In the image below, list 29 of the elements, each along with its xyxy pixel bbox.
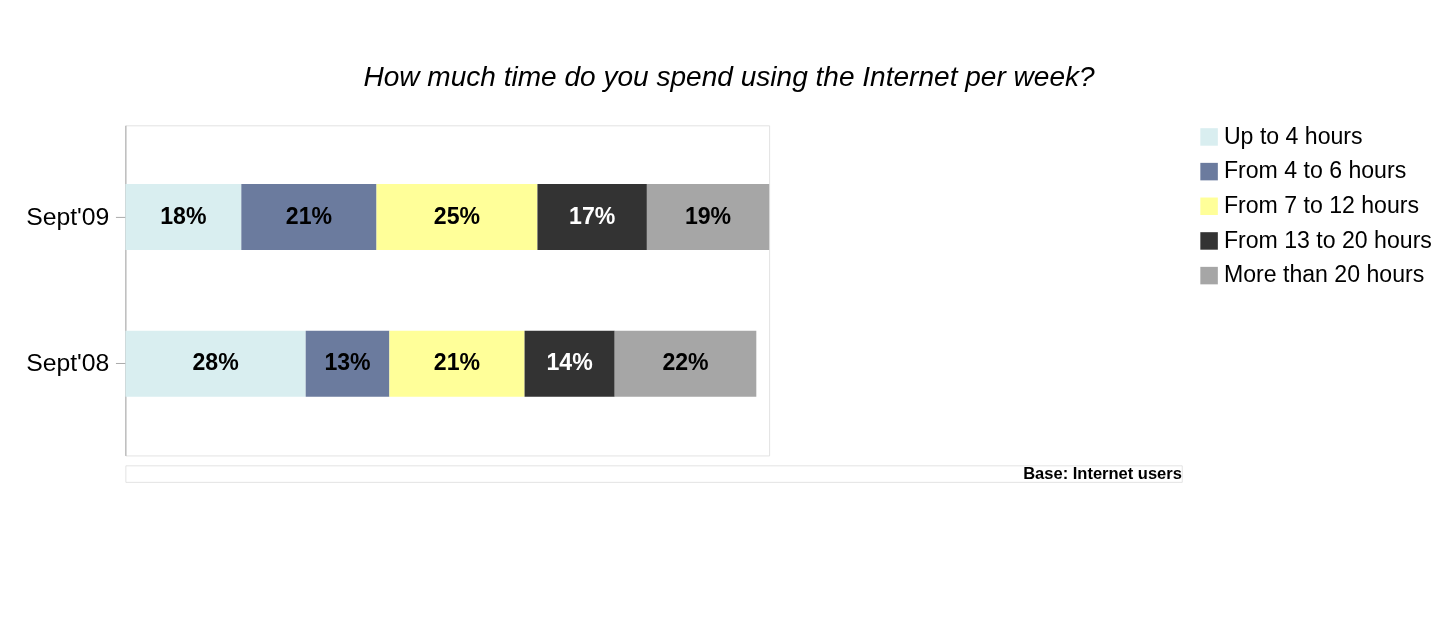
data-label: 25%	[433, 202, 481, 229]
bar	[389, 330, 525, 397]
data-label: 21%	[285, 202, 333, 229]
text: Base: Internet users	[1023, 463, 1182, 482]
bar	[241, 184, 377, 251]
legend-label: From 4 to 6 hours	[1223, 157, 1407, 184]
y-tick-label: Sept'08	[26, 349, 110, 377]
legend-label: From 13 to 20 hours	[1223, 226, 1432, 253]
data-label: 18%	[160, 202, 207, 229]
data-label: 14%	[546, 349, 593, 376]
data-label: 13%	[324, 349, 371, 376]
data-label: 17%	[569, 202, 616, 229]
bar	[537, 184, 647, 251]
bar	[524, 330, 615, 397]
bar	[646, 184, 770, 251]
legend-label: Up to 4 hours	[1223, 122, 1363, 149]
legend-label: From 7 to 12 hours	[1223, 191, 1420, 218]
data-label: 22%	[662, 349, 709, 376]
legend-label: More than 20 hours	[1223, 261, 1425, 288]
data-label: 28%	[192, 349, 239, 376]
bar	[614, 330, 757, 397]
bar	[305, 330, 390, 397]
chart-title: How much time do you spend using the Internet per week?	[363, 61, 1096, 93]
bar	[376, 184, 538, 251]
bar	[125, 184, 242, 251]
bar	[125, 330, 306, 397]
data-label: 19%	[684, 202, 732, 229]
y-tick-label: Sept'09	[26, 202, 110, 230]
data-label: 21%	[433, 349, 481, 376]
